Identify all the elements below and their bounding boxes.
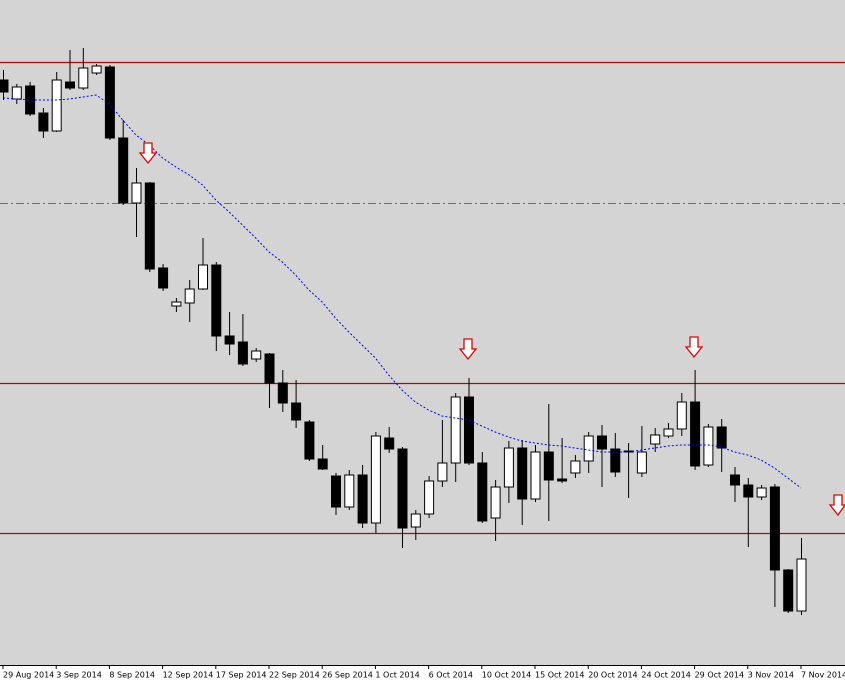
x-tick-label: 3 Sep 2014 [56, 671, 102, 680]
candle-body [291, 402, 302, 421]
candle-body [636, 451, 647, 474]
candle-body [730, 474, 740, 486]
candle-body [437, 462, 448, 482]
candle-body [424, 480, 435, 515]
candle-body [676, 401, 687, 430]
candle-body [51, 79, 62, 132]
x-tick-label: 1 Oct 2014 [375, 671, 419, 680]
x-tick-label: 17 Sep 2014 [216, 671, 267, 680]
marks [0, 48, 845, 615]
candle-body [543, 451, 554, 481]
candle-body [756, 487, 767, 498]
candle-body [650, 434, 661, 445]
candle-body [357, 474, 368, 524]
x-tick-label: 20 Oct 2014 [588, 671, 637, 680]
candle-body [410, 513, 421, 528]
candle-body [158, 267, 169, 289]
candle-body [91, 65, 102, 74]
candle-body [317, 458, 328, 470]
candle-body [583, 435, 594, 462]
x-tick-label: 6 Oct 2014 [429, 671, 473, 680]
candle-body [517, 447, 528, 500]
candle-body [557, 478, 568, 482]
x-tick-label: 26 Sep 2014 [322, 671, 373, 680]
arrows [138, 142, 845, 517]
candle-body [144, 182, 155, 270]
x-tick-label: 10 Oct 2014 [482, 671, 531, 680]
candle-body [184, 288, 195, 304]
candle-body [769, 486, 780, 571]
candle-body [384, 437, 395, 450]
candle-body [251, 350, 262, 360]
sell-arrow [684, 336, 704, 359]
sell-arrow [138, 142, 158, 165]
candle-body [464, 396, 474, 464]
x-tick-label: 29 Aug 2014 [3, 671, 54, 680]
candle-body [450, 396, 461, 464]
x-tick-label: 24 Oct 2014 [641, 671, 690, 680]
candle-body [198, 264, 208, 290]
candle-body [703, 426, 714, 466]
candle-body [490, 486, 501, 519]
candle-body [264, 353, 275, 384]
x-tick-label: 8 Sep 2014 [109, 671, 155, 680]
plot-area [0, 0, 845, 665]
candle-body [663, 428, 674, 437]
candle-body [211, 264, 222, 337]
candle-body [716, 426, 727, 449]
candle-body [38, 112, 49, 132]
candle-body [277, 382, 288, 404]
moving-average [2, 94, 802, 489]
x-tick-label: 3 Nov 2014 [748, 671, 794, 680]
candle-body [743, 484, 754, 498]
candle-body [796, 558, 807, 612]
x-tick-label: 29 Oct 2014 [695, 671, 744, 680]
candle-body [570, 460, 581, 474]
sell-arrow [828, 494, 845, 517]
candle-body [477, 462, 488, 522]
candle-body [370, 435, 381, 524]
candle-body [104, 66, 115, 139]
candle-body [503, 447, 514, 488]
candle-body [78, 67, 89, 89]
candle-body [610, 448, 621, 473]
candle-body [118, 137, 129, 204]
sell-arrow [458, 338, 478, 361]
candle-body [783, 569, 794, 612]
candle-body [331, 475, 341, 508]
candle-body [11, 86, 22, 100]
candle-body [690, 401, 701, 467]
candle-body [344, 474, 355, 508]
x-tick-label: 7 Nov 2014 [801, 671, 845, 680]
candle-body [597, 435, 607, 450]
x-tick-label: 12 Sep 2014 [163, 671, 214, 680]
candle-body [25, 85, 36, 115]
candle-body [131, 182, 142, 204]
x-tick-label: 15 Oct 2014 [535, 671, 584, 680]
x-tick-label: 22 Sep 2014 [269, 671, 320, 680]
candle-body [237, 341, 248, 365]
candle-body [0, 79, 9, 93]
candle-body [530, 451, 541, 500]
candle-body [397, 448, 408, 529]
candle-body [65, 81, 75, 89]
candle-body [171, 301, 182, 307]
candle-body [304, 421, 315, 460]
candle-body [224, 335, 235, 345]
